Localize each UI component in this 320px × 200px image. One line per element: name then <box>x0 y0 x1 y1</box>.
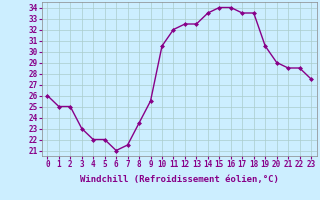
X-axis label: Windchill (Refroidissement éolien,°C): Windchill (Refroidissement éolien,°C) <box>80 175 279 184</box>
